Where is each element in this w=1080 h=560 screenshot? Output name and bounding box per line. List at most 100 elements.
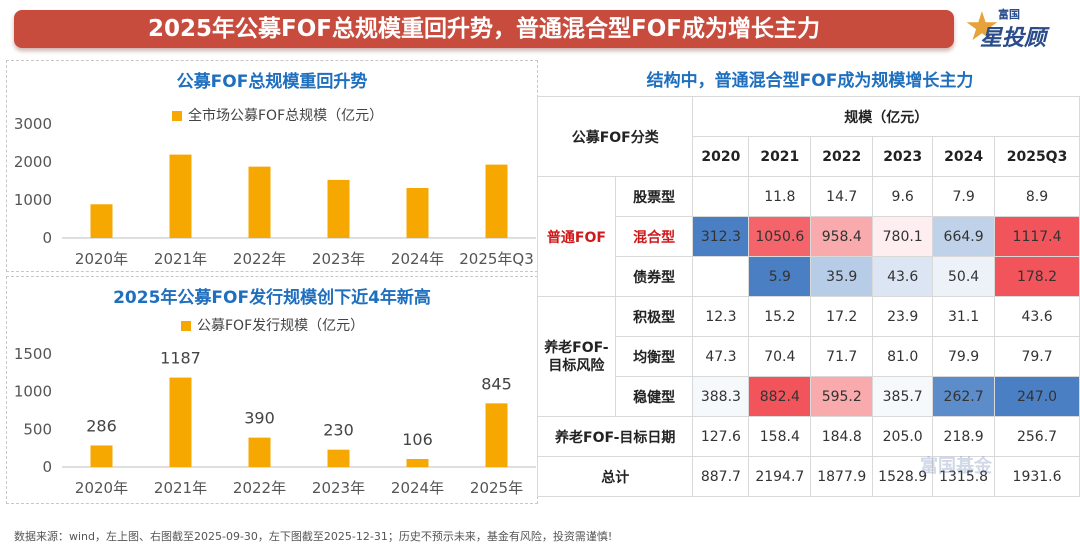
brand-line1: 富国 bbox=[998, 8, 1020, 21]
table-row: 养老FOF-目标日期 127.6 158.4 184.8 205.0 218.9 256.… bbox=[536, 416, 1080, 457]
table-cell: 1877.9 bbox=[810, 456, 874, 497]
legend-swatch bbox=[172, 111, 182, 121]
table-cell: 1528.9 bbox=[872, 456, 934, 497]
y-tick-label: 1000 bbox=[14, 191, 52, 209]
table-cell: 127.6 bbox=[692, 416, 750, 457]
x-tick-label: 2021年 bbox=[154, 479, 207, 497]
x-tick-label: 2022年 bbox=[233, 250, 286, 268]
bar bbox=[327, 449, 350, 467]
legend-swatch bbox=[181, 321, 191, 331]
table-cell: 9.6 bbox=[872, 176, 934, 217]
table-corner: 公募FOF分类 bbox=[536, 96, 694, 177]
year-header: 2020 bbox=[692, 136, 750, 177]
table-cell: 79.9 bbox=[932, 336, 996, 377]
bar bbox=[248, 166, 271, 238]
table-cell: 958.4 bbox=[810, 216, 874, 257]
table-cell bbox=[692, 256, 750, 297]
bar bbox=[248, 437, 271, 467]
x-tick-label: 2020年 bbox=[75, 250, 128, 268]
table-cell: 882.4 bbox=[748, 376, 812, 417]
table-scale-header: 规模（亿元） bbox=[692, 96, 1080, 137]
row-label: 均衡型 bbox=[614, 336, 694, 377]
table-cell: 70.4 bbox=[748, 336, 812, 377]
table-cell: 71.7 bbox=[810, 336, 874, 377]
table-cell: 887.7 bbox=[692, 456, 750, 497]
y-tick-label: 1000 bbox=[14, 383, 52, 401]
table-cell: 31.1 bbox=[932, 296, 996, 337]
data-label: 1187 bbox=[160, 349, 201, 368]
table-cell: 5.9 bbox=[748, 256, 812, 297]
row-label: 债券型 bbox=[614, 256, 694, 297]
star-icon: ★ bbox=[964, 4, 1000, 50]
table-cell: 43.6 bbox=[994, 296, 1080, 337]
year-header: 2023 bbox=[872, 136, 934, 177]
table-cell: 262.7 bbox=[932, 376, 996, 417]
row-label: 积极型 bbox=[614, 296, 694, 337]
table-cell: 2194.7 bbox=[748, 456, 812, 497]
year-header: 2025Q3 bbox=[994, 136, 1080, 177]
brand-logo: ★ 富国 星投顾 bbox=[960, 4, 1070, 51]
table-cell: 12.3 bbox=[692, 296, 750, 337]
data-label: 106 bbox=[402, 430, 433, 449]
row-label: 股票型 bbox=[614, 176, 694, 217]
y-tick-label: 0 bbox=[42, 458, 52, 476]
table-cell: 256.7 bbox=[994, 416, 1080, 457]
watermark: 富国基金 bbox=[920, 456, 992, 477]
fof-table: 公募FOF分类 规模（亿元） 2020 2021 2022 2023 2024 … bbox=[536, 96, 1080, 497]
table-row: 养老FOF-目标风险 积极型 12.3 15.2 17.2 23.9 31.1 43.6 bbox=[537, 296, 1080, 417]
chart2-svg: 0 500 1000 1500 2020年 286 2021年 1187 2022年 390 202… bbox=[14, 345, 536, 497]
page-banner: 2025年公募FOF总规模重回升势，普通混合型FOF成为增长主力 bbox=[14, 10, 954, 48]
table-title: 结构中，普通混合型FOF成为规模增长主力 bbox=[646, 71, 974, 91]
table-row: 普通FOF 股票型 11.8 14.7 9.6 7.9 8.9 bbox=[537, 176, 1080, 297]
chart2-title: 2025年公募FOF发行规模创下近4年新高 bbox=[113, 288, 431, 308]
chart-panel-issuance: 2025年公募FOF发行规模创下近4年新高 公募FOF发行规模（亿元） bbox=[6, 276, 538, 504]
source-footnote: 数据来源：wind，左上图、右图截至2025-09-30，左下图截至2025-1… bbox=[14, 530, 613, 543]
y-tick-label: 500 bbox=[23, 420, 52, 438]
table-cell bbox=[692, 176, 750, 217]
table-cell: 79.7 bbox=[994, 336, 1080, 377]
table-cell: 50.4 bbox=[932, 256, 996, 297]
chart1-legend-label: 全市场公募FOF总规模（亿元） bbox=[188, 108, 384, 124]
group-total: 总计 bbox=[536, 456, 694, 497]
brand-line2: 星投顾 bbox=[980, 26, 1047, 51]
table-cell: 184.8 bbox=[810, 416, 874, 457]
bar bbox=[485, 164, 508, 238]
x-tick-label: 2020年 bbox=[75, 479, 128, 497]
x-tick-label: 2025年Q3 bbox=[459, 250, 534, 268]
table-row: 混合型 312.3 1050.6 958.4 780.1 664.9 1117.4 bbox=[538, 216, 1080, 257]
table-cell: 664.9 bbox=[932, 216, 996, 257]
chart1-title: 公募FOF总规模重回升势 bbox=[176, 72, 368, 92]
table-cell: 11.8 bbox=[748, 176, 812, 217]
row-label: 混合型 bbox=[614, 216, 694, 257]
table-cell: 47.3 bbox=[692, 336, 750, 377]
chart1-legend: 全市场公募FOF总规模（亿元） bbox=[172, 105, 383, 125]
y-tick-label: 1500 bbox=[14, 345, 52, 363]
table-cell: 218.9 bbox=[932, 416, 996, 457]
table-cell: 247.0 bbox=[994, 376, 1080, 417]
table-cell: 17.2 bbox=[810, 296, 874, 337]
bar bbox=[406, 459, 429, 467]
year-header: 2024 bbox=[932, 136, 996, 177]
data-label: 390 bbox=[244, 409, 275, 428]
x-tick-label: 2025年 bbox=[470, 479, 523, 497]
table-cell: 205.0 bbox=[872, 416, 934, 457]
table-cell: 1931.6 bbox=[994, 456, 1080, 497]
table-cell: 35.9 bbox=[810, 256, 874, 297]
table-row: 债券型 5.9 35.9 43.6 50.4 178.2 bbox=[538, 256, 1080, 297]
table-row: 总计 887.7 2194.7 1877.9 1528.9 1315.8 1931.6 bbox=[536, 456, 1080, 497]
year-header: 2021 bbox=[748, 136, 812, 177]
table-cell: 780.1 bbox=[872, 216, 934, 257]
table-cell: 312.3 bbox=[692, 216, 750, 257]
data-label: 845 bbox=[481, 374, 512, 393]
table-cell: 7.9 bbox=[932, 176, 996, 217]
x-tick-label: 2024年 bbox=[391, 250, 444, 268]
bar bbox=[90, 204, 113, 238]
table-cell: 595.2 bbox=[810, 376, 874, 417]
data-label: 286 bbox=[86, 416, 117, 435]
group-target-date: 养老FOF-目标日期 bbox=[536, 416, 694, 457]
table-cell: 43.6 bbox=[872, 256, 934, 297]
table-cell: 15.2 bbox=[748, 296, 812, 337]
bar bbox=[327, 179, 350, 238]
y-tick-label: 2000 bbox=[14, 153, 52, 171]
table-cell: 81.0 bbox=[872, 336, 934, 377]
